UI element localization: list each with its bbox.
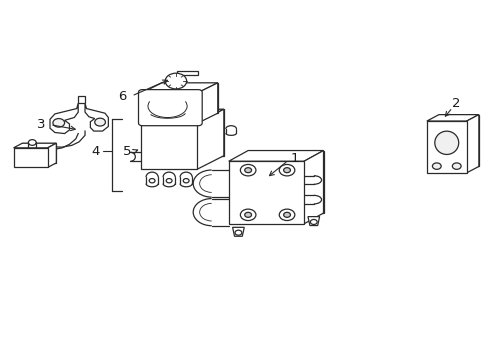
Circle shape: [166, 179, 172, 183]
Circle shape: [149, 179, 155, 183]
Circle shape: [95, 118, 105, 126]
Circle shape: [279, 209, 294, 221]
Ellipse shape: [434, 131, 458, 154]
Text: 2: 2: [451, 97, 460, 110]
Circle shape: [28, 140, 36, 145]
Text: 3: 3: [37, 118, 45, 131]
Polygon shape: [47, 143, 56, 167]
FancyBboxPatch shape: [138, 90, 202, 126]
Text: 1: 1: [290, 152, 299, 165]
Polygon shape: [198, 83, 217, 123]
Polygon shape: [228, 150, 323, 161]
Polygon shape: [162, 83, 217, 113]
Bar: [228, 161, 304, 224]
Polygon shape: [232, 227, 244, 236]
Polygon shape: [22, 143, 56, 163]
Polygon shape: [177, 71, 198, 75]
Polygon shape: [197, 109, 224, 169]
Polygon shape: [247, 150, 323, 213]
Circle shape: [240, 209, 255, 221]
Polygon shape: [50, 103, 78, 134]
Circle shape: [183, 179, 189, 183]
Polygon shape: [304, 150, 323, 224]
Circle shape: [244, 212, 251, 217]
Circle shape: [165, 73, 186, 89]
Circle shape: [451, 163, 460, 169]
Polygon shape: [141, 109, 224, 123]
Polygon shape: [142, 83, 217, 93]
Text: 6: 6: [118, 90, 126, 103]
Text: 4: 4: [91, 145, 100, 158]
Circle shape: [53, 118, 64, 127]
Bar: [426, 121, 466, 173]
Circle shape: [431, 163, 440, 169]
Polygon shape: [85, 103, 108, 131]
Circle shape: [244, 168, 251, 173]
Circle shape: [235, 230, 242, 235]
Bar: [141, 123, 197, 169]
Polygon shape: [426, 114, 478, 121]
Circle shape: [240, 165, 255, 176]
Circle shape: [283, 168, 290, 173]
Polygon shape: [78, 96, 85, 103]
Circle shape: [279, 165, 294, 176]
Polygon shape: [14, 143, 56, 148]
Polygon shape: [466, 114, 478, 173]
Bar: [14, 148, 47, 167]
Polygon shape: [307, 217, 319, 226]
Polygon shape: [167, 109, 224, 156]
Polygon shape: [438, 114, 478, 166]
Text: 5: 5: [122, 145, 131, 158]
Circle shape: [283, 212, 290, 217]
Circle shape: [310, 220, 317, 225]
